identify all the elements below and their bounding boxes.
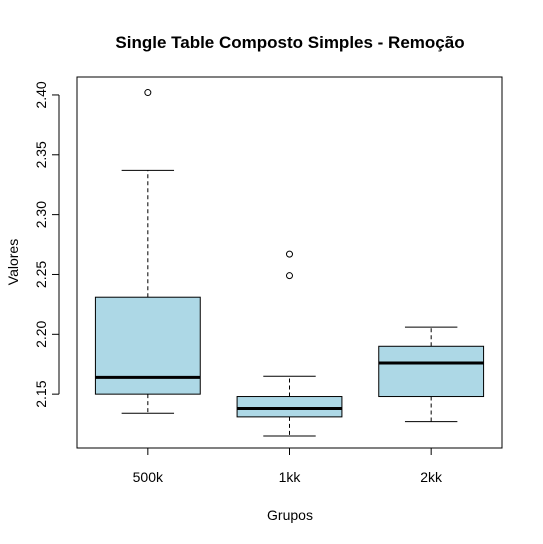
outlier-point <box>144 89 152 97</box>
y-tick-label: 2.35 <box>33 141 49 168</box>
box-group <box>94 89 485 437</box>
y-tick-label: 2.40 <box>33 81 49 108</box>
box-body <box>94 296 201 395</box>
y-tick-label: 2.25 <box>33 261 49 288</box>
box-body <box>378 345 485 398</box>
x-tick-label: 2kk <box>420 469 443 485</box>
box-1kk <box>236 250 343 437</box>
x-axis: 500k 1kk 2kk <box>133 447 443 485</box>
x-tick-label: 1kk <box>279 469 302 485</box>
outlier-point <box>286 272 293 280</box>
box-2kk <box>378 326 485 423</box>
y-tick-label: 2.30 <box>33 201 49 228</box>
box-body <box>236 396 343 418</box>
outlier-point <box>286 250 293 258</box>
y-axis: 2.15 2.20 2.25 2.30 2.35 2.40 <box>33 81 60 408</box>
y-tick-label: 2.15 <box>33 380 49 407</box>
x-tick-label: 500k <box>133 469 164 485</box>
box-500k <box>94 89 201 414</box>
x-axis-label: Grupos <box>267 507 313 523</box>
chart-title: Single Table Composto Simples - Remoção <box>115 33 464 52</box>
y-tick-label: 2.20 <box>33 320 49 347</box>
y-axis-label: Valores <box>5 239 21 285</box>
